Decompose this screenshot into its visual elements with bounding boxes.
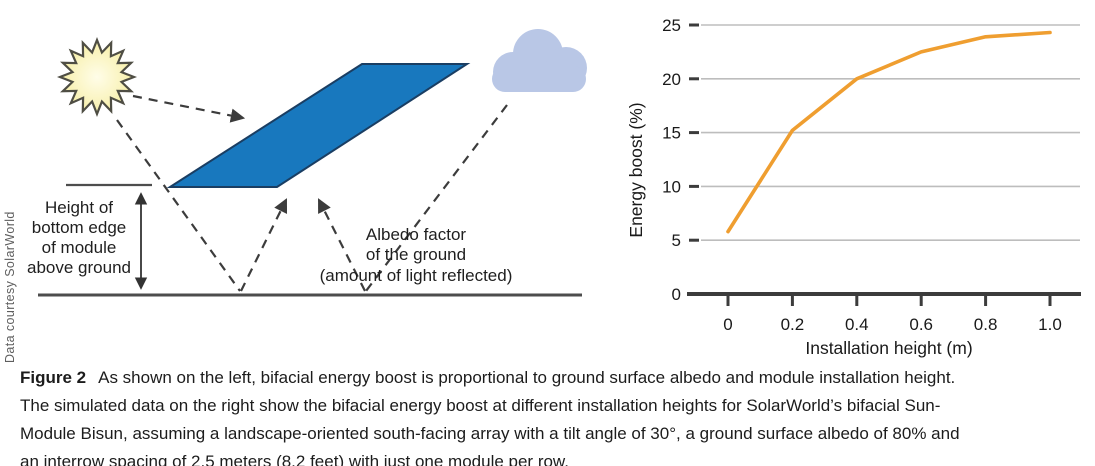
xtick-label-1.0: 1.0	[1038, 315, 1062, 334]
height-label-line: Height of	[45, 198, 113, 217]
energy-boost-curve	[726, 30, 1052, 234]
xtick-label-0.2: 0.2	[781, 315, 805, 334]
height-label-line: above ground	[27, 258, 131, 277]
cloud-to-ground-ray	[365, 104, 508, 292]
caption-line: Module Bisun, assuming a landscape-orien…	[20, 424, 960, 443]
caption-line: The simulated data on the right show the…	[20, 396, 941, 415]
caption-figure-label: Figure 2	[20, 368, 87, 387]
albedo-label-line: of the ground	[366, 245, 466, 264]
bifacial-diagram: Height of bottom edge of module above gr…	[27, 29, 587, 297]
height-label-line: of module	[42, 238, 117, 257]
albedo-label-line: (amount of light reflected)	[320, 266, 513, 285]
sun-to-module-ray	[132, 94, 246, 123]
xtick-label-0.8: 0.8	[974, 315, 998, 334]
ytick-label-15: 15	[662, 124, 681, 143]
sun-icon	[56, 36, 138, 118]
xtick-label-0.4: 0.4	[845, 315, 869, 334]
albedo-label: Albedo factor of the ground (amount of l…	[320, 225, 513, 285]
xtick-label-0: 0	[723, 315, 732, 334]
y-axis-title: Energy boost (%)	[626, 102, 646, 237]
caption-text: As shown on the left, bifacial energy bo…	[98, 368, 956, 387]
ground-to-module-ray-1	[240, 198, 288, 292]
ground-to-module-ray-2	[318, 198, 366, 292]
albedo-label-line: Albedo factor	[366, 225, 467, 244]
caption-line: Figure 2 As shown on the left, bifacial e…	[20, 364, 1082, 392]
x-axis-title: Installation height (m)	[805, 338, 972, 358]
height-label-line: bottom edge	[32, 218, 127, 237]
ytick-label-0: 0	[672, 285, 681, 304]
ytick-label-25: 25	[662, 16, 681, 35]
figure-caption: Figure 2 As shown on the left, bifacial e…	[20, 364, 1082, 466]
caption-line: an interrow spacing of 2.5 meters (8.2 f…	[20, 452, 569, 466]
ytick-label-20: 20	[662, 70, 681, 89]
ytick-label-5: 5	[672, 231, 681, 250]
xtick-label-0.6: 0.6	[909, 315, 933, 334]
ytick-label-10: 10	[662, 177, 681, 196]
module-panel	[166, 63, 471, 188]
energy-boost-chart: 0 5 10 15 20 25 0 0.2 0.4 0.6 0.8 1.0 Energy boost (…	[626, 16, 1081, 358]
height-label: Height of bottom edge of module above gr…	[27, 198, 131, 277]
cloud-icon	[492, 29, 587, 92]
sun-to-ground-ray	[116, 119, 241, 292]
